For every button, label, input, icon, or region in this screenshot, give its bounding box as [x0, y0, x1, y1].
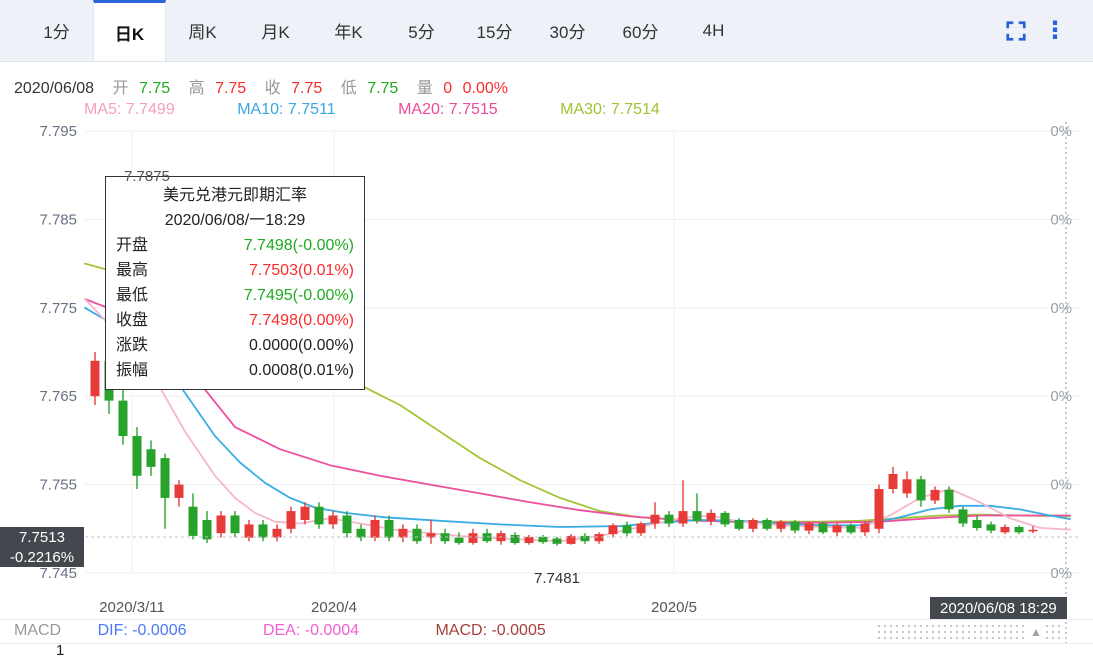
change-pct-value: 0.00% [462, 80, 508, 97]
ma20-indicator: MA20: 7.7515 [398, 101, 498, 118]
tooltip-row-low: 最低 7.7495(-0.00%) [116, 283, 354, 308]
tab-daily[interactable]: 日K [93, 0, 166, 61]
svg-text:0%: 0% [1050, 565, 1072, 582]
ma-indicator-bar: MA5: 7.7499 MA10: 7.7511 MA20: 7.7515 MA… [84, 101, 718, 119]
tooltip-row-high: 最高 7.7503(0.01%) [116, 258, 354, 283]
tooltip-row-amplitude: 振幅 0.0008(0.01%) [116, 358, 354, 383]
svg-text:7.795: 7.795 [39, 123, 77, 140]
period-low-annotation: 7.7481 [534, 570, 580, 587]
tooltip-open-value: 7.7498(-0.00%) [243, 237, 354, 254]
svg-text:2020/5: 2020/5 [651, 599, 697, 616]
ma30-indicator: MA30: 7.7514 [560, 101, 660, 118]
bar-date: 2020/06/08 [14, 80, 95, 97]
macd-dif-value: DIF: -0.0006 [97, 622, 187, 639]
tooltip-open-label: 开盘 [116, 237, 149, 254]
ohlc-tooltip: 美元兑港元即期汇率 2020/06/08/一18:29 开盘 7.7498(-0… [105, 176, 365, 390]
macd-indicator-bar: MACD DIF: -0.0006 DEA: -0.0004 MACD: -0.… [14, 622, 546, 640]
macd-dea-value: DEA: -0.0004 [262, 622, 360, 639]
tooltip-close-value: 7.7498(0.00%) [249, 312, 354, 329]
tooltip-change-label: 涨跌 [116, 337, 149, 354]
tooltip-row-open: 开盘 7.7498(-0.00%) [116, 233, 354, 258]
tooltip-amplitude-label: 振幅 [116, 362, 149, 379]
open-value: 7.75 [139, 80, 171, 97]
period-high-annotation: 7.7875 [124, 168, 170, 185]
open-label: 开 [112, 80, 129, 97]
volume-label: 量 [416, 80, 433, 97]
svg-text:0%: 0% [1050, 477, 1072, 494]
ma10-indicator: MA10: 7.7511 [237, 101, 336, 118]
tooltip-row-change: 涨跌 0.0000(0.00%) [116, 333, 354, 358]
current-price-badge: 7.7513 [0, 527, 84, 547]
low-value: 7.75 [367, 80, 399, 97]
tooltip-close-label: 收盘 [116, 312, 149, 329]
svg-text:2020/3/11: 2020/3/11 [99, 599, 165, 616]
tab-5min[interactable]: 5分 [408, 23, 435, 42]
tab-15min[interactable]: 15分 [476, 23, 513, 42]
svg-text:7.755: 7.755 [39, 477, 77, 494]
tab-4h[interactable]: 4H [702, 20, 725, 40]
navigator-handle-icon[interactable]: ▲ [1026, 622, 1046, 642]
macd-macd-value: MACD: -0.0005 [435, 622, 546, 639]
tabbar-actions: ⋮ [1005, 0, 1093, 61]
volume-value: 0 [443, 80, 453, 97]
svg-text:2020/4: 2020/4 [311, 599, 357, 616]
more-options-icon[interactable]: ⋮ [1043, 16, 1067, 44]
tooltip-datetime: 2020/06/08/一18:29 [164, 212, 306, 229]
crosshair-date-badge: 2020/06/08 18:29 [930, 597, 1067, 619]
ma5-indicator: MA5: 7.7499 [84, 101, 175, 118]
chart-macd-divider [0, 619, 1093, 620]
svg-text:7.765: 7.765 [39, 388, 77, 405]
fullscreen-icon[interactable] [1005, 20, 1027, 42]
svg-text:0%: 0% [1050, 123, 1072, 140]
tab-yearly[interactable]: 年K [334, 23, 363, 42]
tooltip-high-value: 7.7503(0.01%) [249, 262, 354, 279]
tooltip-change-value: 0.0000(0.00%) [249, 337, 354, 354]
high-value: 7.75 [215, 80, 247, 97]
tab-monthly[interactable]: 月K [261, 23, 290, 42]
svg-text:7.785: 7.785 [39, 211, 77, 228]
svg-text:0%: 0% [1050, 300, 1072, 317]
tooltip-low-label: 最低 [116, 287, 149, 304]
low-label: 低 [340, 80, 357, 97]
svg-text:7.775: 7.775 [39, 300, 77, 317]
tab-1min[interactable]: 1分 [43, 23, 70, 42]
tooltip-high-label: 最高 [116, 262, 149, 279]
high-label: 高 [188, 80, 205, 97]
svg-text:7.745: 7.745 [39, 565, 77, 582]
tooltip-title: 美元兑港元即期汇率 [162, 187, 307, 204]
period-tabbar: 1分 日K 周K 月K 年K 5分 15分 30分 60分 4H ⋮ [0, 0, 1093, 62]
ohlc-infobar: 2020/06/08 开 7.75 高 7.75 收 7.75 低 7.75 量… [14, 74, 508, 98]
tab-30min[interactable]: 30分 [549, 23, 586, 42]
tooltip-row-close: 收盘 7.7498(0.00%) [116, 308, 354, 333]
chart-navigator-scrollbar[interactable] [876, 623, 1064, 641]
macd-bottom-divider [0, 643, 1093, 644]
tooltip-low-value: 7.7495(-0.00%) [243, 287, 354, 304]
close-value: 7.75 [291, 80, 323, 97]
current-change-badge: -0.2216% [0, 547, 84, 567]
tooltip-amplitude-value: 0.0008(0.01%) [249, 362, 354, 379]
svg-text:0%: 0% [1050, 388, 1072, 405]
macd-scale-label: 1 [56, 642, 65, 658]
svg-text:0%: 0% [1050, 211, 1072, 228]
tab-60min[interactable]: 60分 [622, 23, 659, 42]
close-label: 收 [264, 80, 281, 97]
tab-weekly[interactable]: 周K [188, 23, 217, 42]
macd-title: MACD [14, 622, 62, 639]
